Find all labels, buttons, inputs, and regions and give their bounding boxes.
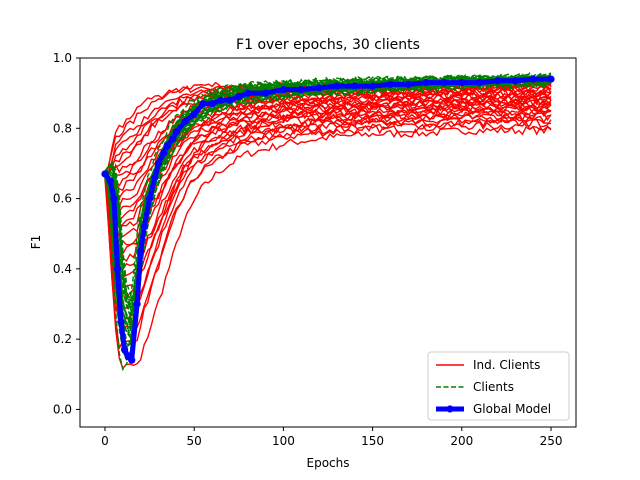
legend-label: Clients: [473, 380, 514, 394]
global-model-point: [151, 173, 159, 182]
global-model-point: [333, 82, 341, 90]
global-model-point: [297, 86, 305, 94]
axes-frame: [79, 57, 577, 428]
global-model-point: [163, 142, 172, 150]
global-model-point: [422, 79, 430, 87]
global-model-point: [128, 356, 136, 364]
global-model-point: [351, 82, 359, 90]
ind-client-line: [104, 108, 552, 280]
y-tick-label: 0.4: [53, 262, 72, 276]
x-axis-label: Epochs: [307, 456, 350, 470]
chart-title: F1 over epochs, 30 clients: [236, 37, 420, 53]
global-model-point: [133, 300, 141, 308]
global-model-point: [440, 79, 448, 87]
x-tick-label: 250: [540, 434, 563, 448]
client-line: [104, 72, 552, 308]
ind-client-line: [104, 101, 552, 248]
global-model-point: [511, 77, 519, 85]
global-model-point: [476, 79, 484, 87]
ind-client-line: [104, 116, 552, 320]
global-model-point: [160, 149, 168, 157]
global-model-point: [217, 96, 225, 104]
global-model-point: [117, 317, 125, 326]
global-model-point: [140, 223, 148, 231]
global-model-point: [244, 89, 252, 97]
global-model-point: [145, 194, 154, 203]
ind-client-line: [104, 98, 552, 230]
y-axis-label: F1: [29, 235, 43, 250]
global-model-point: [154, 159, 163, 168]
global-model-point: [181, 117, 189, 125]
global-model-point: [199, 100, 207, 108]
y-tick-label: 0.2: [53, 332, 72, 346]
global-model-point: [279, 86, 287, 94]
global-model-point: [386, 80, 395, 88]
global-model-point: [110, 194, 118, 203]
y-axis-ticks: 0.0 0.2 0.4 0.6 0.8 1.0: [53, 51, 80, 416]
ind-client-line: [104, 125, 552, 370]
x-axis-ticks: 0 50 100 150 200 250: [101, 427, 562, 448]
global-model-point: [169, 135, 177, 143]
global-model-point: [208, 100, 216, 108]
x-tick-label: 50: [187, 434, 202, 448]
global-model-point: [113, 265, 122, 273]
legend-box: [427, 351, 570, 421]
legend: Ind. Clients Clients Global Model: [427, 351, 570, 421]
legend-marker: [446, 405, 454, 413]
global-model-point: [529, 75, 537, 83]
ind-client-line: [104, 118, 552, 328]
global-model-point: [315, 84, 323, 92]
global-model-point: [172, 128, 180, 136]
client-line: [104, 73, 552, 308]
global-model-point: [137, 247, 145, 255]
legend-label: Ind. Clients: [473, 358, 540, 372]
x-tick-label: 150: [361, 434, 384, 448]
global-model-point: [547, 75, 555, 83]
global-model-point: [458, 79, 466, 87]
y-tick-label: 1.0: [53, 51, 72, 65]
global-model-point: [190, 110, 198, 118]
global-model-point: [493, 77, 502, 85]
ind-client-line: [104, 113, 552, 309]
global-model-point: [404, 80, 412, 88]
client-line: [104, 72, 552, 299]
global-model-point: [121, 346, 129, 354]
y-tick-label: 0.6: [53, 192, 72, 206]
legend-label: Global Model: [473, 402, 551, 416]
plot-lines: [101, 71, 555, 372]
y-tick-label: 0.8: [53, 121, 72, 135]
x-tick-label: 100: [272, 434, 295, 448]
global-model-point: [226, 96, 234, 104]
client-line: [104, 78, 552, 342]
global-model-point: [106, 177, 114, 185]
global-model-point: [261, 89, 270, 97]
global-model-point: [369, 82, 377, 90]
x-tick-label: 0: [101, 434, 109, 448]
y-tick-label: 0.0: [53, 402, 72, 416]
global-model-point: [101, 170, 109, 178]
ind-client-line: [104, 103, 552, 256]
global-model-point: [235, 93, 243, 101]
client-line: [104, 71, 552, 302]
ind-client-line: [104, 104, 552, 264]
x-tick-label: 200: [450, 434, 473, 448]
